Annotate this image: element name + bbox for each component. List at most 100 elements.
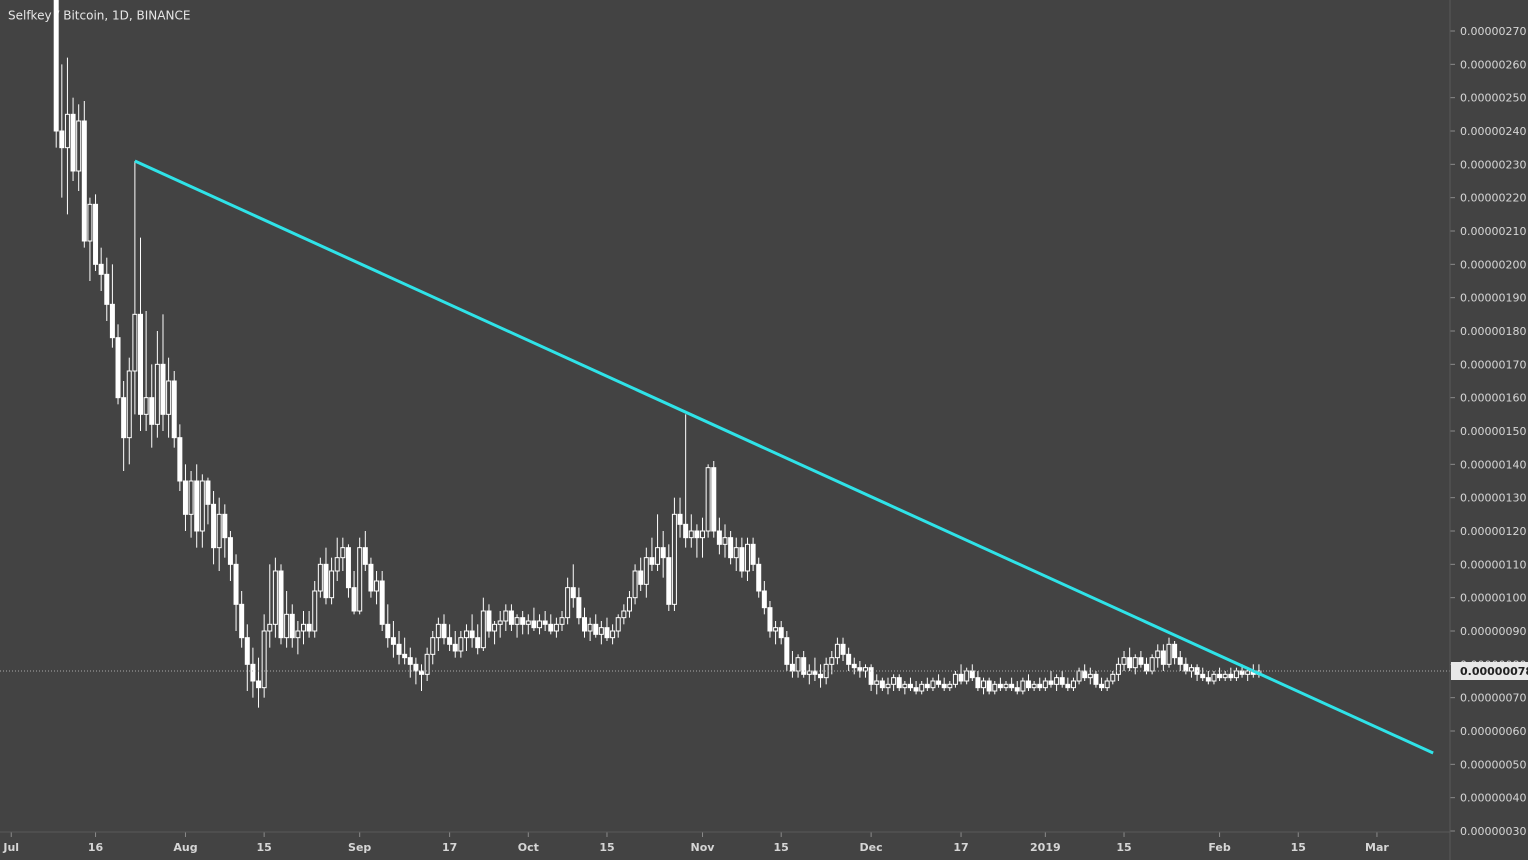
candle-body	[1104, 680, 1110, 689]
candle-body	[553, 623, 559, 632]
candle-body	[548, 623, 554, 632]
candle-body	[896, 677, 902, 689]
candle-body	[997, 683, 1003, 689]
candle-body	[789, 663, 795, 672]
candle-body	[868, 667, 874, 685]
candle-body	[70, 113, 76, 172]
candle-body	[1245, 670, 1251, 675]
candle-body	[53, 0, 59, 132]
candle-body	[497, 620, 503, 625]
candle-body	[261, 630, 267, 689]
y-tick-label: 0.00000090	[1460, 625, 1526, 638]
x-tick-label: 15	[256, 841, 271, 854]
candle-body	[317, 563, 323, 592]
candle-body	[306, 623, 312, 632]
x-tick-label: Nov	[691, 841, 716, 854]
candle-body	[312, 590, 318, 632]
candle-body	[1200, 673, 1206, 679]
candle-body	[677, 513, 683, 525]
y-tick-label: 0.00000230	[1460, 158, 1526, 171]
candle-body	[874, 680, 880, 685]
candle-body	[272, 570, 278, 625]
candle-body	[419, 670, 425, 675]
candle-body	[576, 597, 582, 619]
x-tick-label: 17	[953, 841, 968, 854]
candle-body	[284, 613, 290, 639]
y-tick-label: 0.00000140	[1460, 458, 1526, 471]
candle-body	[211, 503, 217, 549]
candle-body	[587, 623, 593, 632]
y-tick-label: 0.00000150	[1460, 425, 1526, 438]
candle-body	[452, 643, 458, 652]
candle-body	[688, 530, 694, 539]
candle-body	[171, 380, 177, 439]
candle-body	[138, 313, 144, 415]
candle-body	[1172, 643, 1178, 659]
candle-body	[1042, 680, 1048, 689]
candle-body	[840, 643, 846, 655]
x-tick-label: 15	[599, 841, 614, 854]
candle-body	[1217, 673, 1223, 679]
candle-body	[368, 563, 374, 592]
candle-body	[160, 363, 166, 415]
candle-body	[773, 627, 779, 632]
candle-body	[379, 580, 385, 625]
candle-body	[981, 680, 987, 689]
candle-body	[520, 617, 526, 625]
y-tick-label: 0.00000100	[1460, 592, 1526, 605]
candle-body	[1110, 673, 1116, 682]
candle-body	[87, 203, 93, 242]
x-tick-label: 15	[1291, 841, 1306, 854]
candle-body	[1155, 650, 1161, 659]
candle-body	[952, 673, 958, 685]
y-tick-label: 0.00000040	[1460, 792, 1526, 805]
y-tick-label: 0.00000170	[1460, 358, 1526, 371]
overlay: 0.00000078	[1451, 662, 1528, 680]
candle-body	[149, 397, 155, 425]
last-price-label: 0.00000078	[1460, 665, 1528, 678]
candle-body	[604, 627, 610, 639]
candle-body	[784, 637, 790, 665]
candle-body	[1025, 680, 1031, 689]
candle-body	[857, 667, 863, 672]
candle-body	[475, 637, 481, 649]
candle-body	[1121, 657, 1127, 665]
candle-body	[885, 683, 891, 689]
candle-body	[722, 537, 728, 545]
candle-body	[694, 530, 700, 539]
candle-body	[823, 663, 829, 679]
candle-body	[671, 513, 677, 605]
candle-body	[1177, 657, 1183, 665]
candle-body	[913, 687, 919, 692]
y-tick-label: 0.00000050	[1460, 758, 1526, 771]
candle-body	[81, 120, 87, 242]
y-tick-label: 0.00000030	[1460, 825, 1526, 838]
candle-body	[486, 610, 492, 632]
candle-body	[902, 683, 908, 689]
candle-body	[1009, 683, 1015, 689]
candle-body	[1233, 670, 1239, 679]
candle-body	[570, 587, 576, 599]
candle-body	[340, 547, 346, 559]
candle-body	[323, 563, 329, 599]
candle-body	[430, 637, 436, 655]
candle-body	[930, 680, 936, 689]
candle-body	[615, 617, 621, 632]
candle-body	[834, 643, 840, 659]
candle-body	[801, 657, 807, 675]
x-tick-label: Aug	[173, 841, 197, 854]
candle-body	[919, 683, 925, 692]
candle-body	[1228, 673, 1234, 679]
candle-body	[345, 547, 351, 589]
candle-body	[166, 380, 172, 415]
candle-body	[1166, 643, 1172, 665]
candle-body	[863, 667, 869, 672]
candle-body	[514, 617, 520, 625]
candle-body	[1138, 657, 1144, 665]
candle-body	[194, 480, 200, 532]
candle-body	[1082, 670, 1088, 679]
candle-body	[351, 587, 357, 612]
candle-body	[638, 570, 644, 585]
candle-body	[806, 670, 812, 675]
